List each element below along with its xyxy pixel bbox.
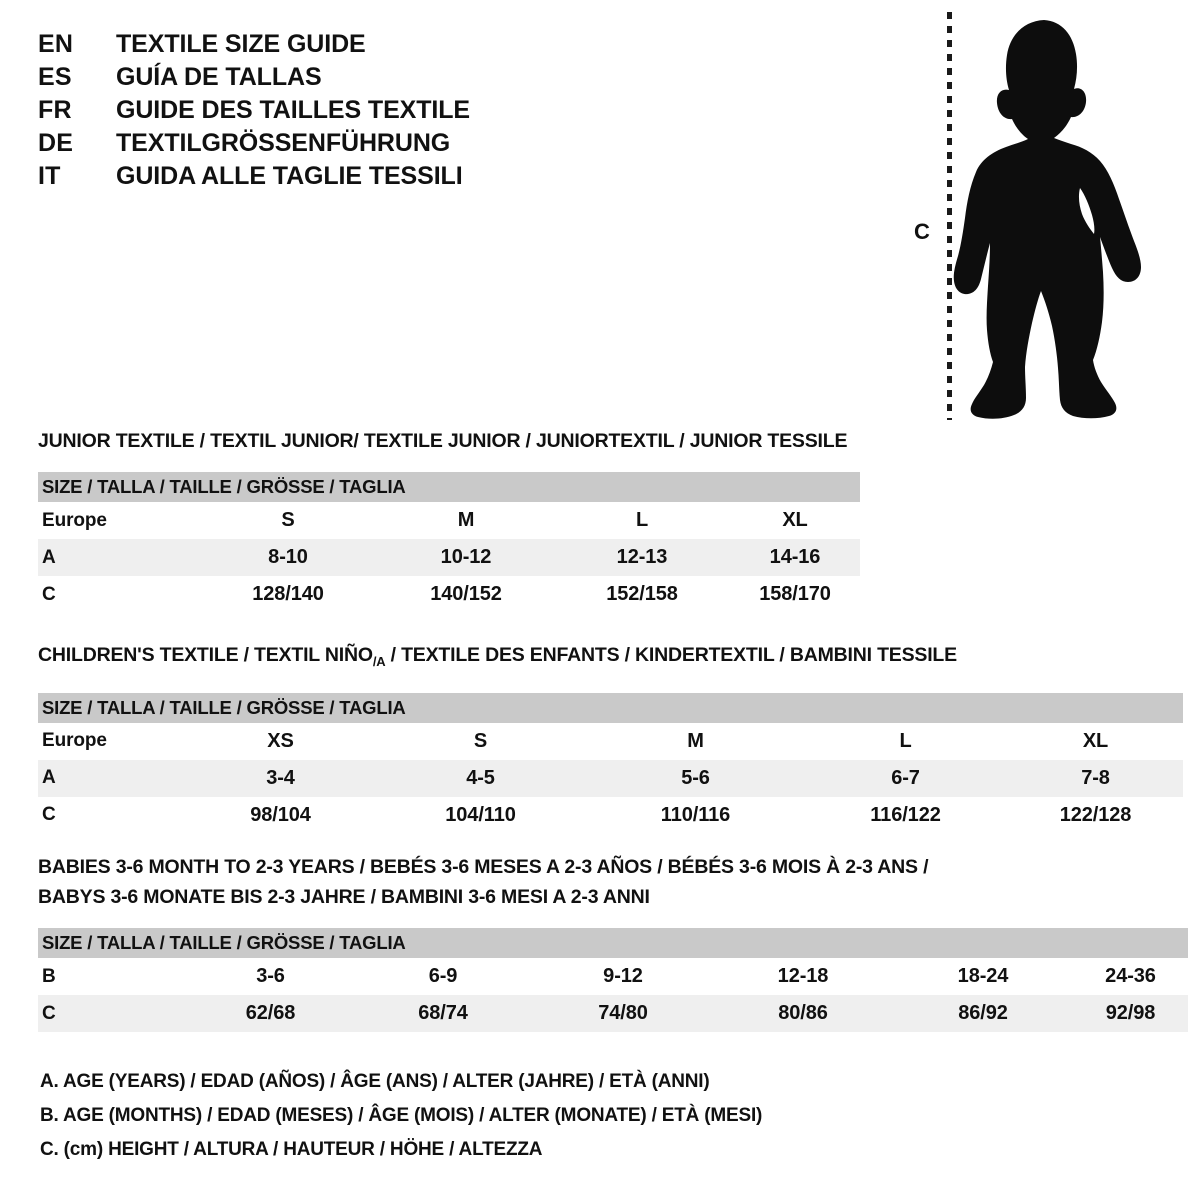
junior-europe-cell-1: M bbox=[378, 502, 554, 539]
children-europe-cell-3: L bbox=[803, 722, 1008, 760]
junior-c-cell-1: 140/152 bbox=[378, 576, 554, 613]
children-europe-cell-0: XS bbox=[188, 722, 373, 760]
children-size-bar-label: SIZE / TALLA / TAILLE / GRÖSSE / TAGLIA bbox=[38, 692, 1183, 723]
children-a-cell-2: 5-6 bbox=[588, 759, 803, 797]
children-section-title-pre: CHILDREN'S TEXTILE / TEXTIL NIÑO bbox=[38, 644, 373, 666]
junior-table-row-a: A 8-10 10-12 12-13 14-16 bbox=[38, 539, 860, 576]
children-europe-cell-2: M bbox=[588, 722, 803, 760]
babies-b-cell-3: 12-18 bbox=[713, 958, 893, 995]
children-table-row-a: A 3-4 4-5 5-6 6-7 7-8 bbox=[38, 759, 1183, 797]
language-code-es: ES bbox=[38, 63, 72, 91]
language-row-fr: FR GUIDE DES TAILLES TEXTILE bbox=[38, 96, 638, 129]
measurement-legend: A. AGE (YEARS) / EDAD (AÑOS) / ÂGE (ANS)… bbox=[40, 1065, 1040, 1167]
height-measurement-figure: C bbox=[900, 0, 1160, 430]
children-size-table: SIZE / TALLA / TAILLE / GRÖSSE / TAGLIA … bbox=[38, 692, 1183, 834]
babies-b-cell-2: 9-12 bbox=[533, 958, 713, 995]
babies-c-cell-4: 86/92 bbox=[893, 995, 1073, 1032]
junior-size-table: SIZE / TALLA / TAILLE / GRÖSSE / TAGLIA … bbox=[38, 472, 860, 613]
language-row-it: IT GUIDA ALLE TAGLIE TESSILI bbox=[38, 162, 638, 195]
children-row-label-c: C bbox=[38, 796, 188, 834]
junior-a-cell-1: 10-12 bbox=[378, 539, 554, 576]
language-title-es: GUÍA DE TALLAS bbox=[116, 63, 322, 91]
babies-table-bar-row: SIZE / TALLA / TAILLE / GRÖSSE / TAGLIA bbox=[38, 928, 1188, 958]
section-children-textile: CHILDREN'S TEXTILE / TEXTIL NIÑO/A / TEX… bbox=[38, 640, 1183, 834]
junior-a-cell-3: 14-16 bbox=[730, 539, 860, 576]
legend-line-a: A. AGE (YEARS) / EDAD (AÑOS) / ÂGE (ANS)… bbox=[40, 1071, 710, 1092]
children-table-bar-row: SIZE / TALLA / TAILLE / GRÖSSE / TAGLIA bbox=[38, 692, 1183, 723]
language-row-de: DE TEXTILGRÖSSENFÜHRUNG bbox=[38, 129, 638, 162]
babies-row-label-b: B bbox=[38, 958, 188, 995]
children-c-cell-4: 122/128 bbox=[1008, 796, 1183, 834]
height-marker-label: C bbox=[914, 219, 930, 244]
junior-row-label-c: C bbox=[38, 576, 198, 613]
children-c-cell-2: 110/116 bbox=[588, 796, 803, 834]
babies-section-title-line2: BABYS 3-6 MONATE BIS 2-3 JAHRE / BAMBINI… bbox=[38, 886, 650, 908]
junior-c-cell-3: 158/170 bbox=[730, 576, 860, 613]
language-title-block: EN TEXTILE SIZE GUIDE ES GUÍA DE TALLAS … bbox=[38, 30, 638, 195]
children-a-cell-0: 3-4 bbox=[188, 759, 373, 797]
children-europe-cell-4: XL bbox=[1008, 722, 1183, 760]
language-row-es: ES GUÍA DE TALLAS bbox=[38, 63, 638, 96]
babies-table-row-b: B 3-6 6-9 9-12 12-18 18-24 24-36 bbox=[38, 958, 1188, 995]
language-code-de: DE bbox=[38, 129, 74, 157]
junior-europe-cell-2: L bbox=[554, 502, 730, 539]
junior-a-cell-0: 8-10 bbox=[198, 539, 378, 576]
junior-europe-cell-3: XL bbox=[730, 502, 860, 539]
language-title-en: TEXTILE SIZE GUIDE bbox=[116, 30, 366, 58]
children-section-title-subscript: /A bbox=[372, 653, 386, 669]
babies-c-cell-2: 74/80 bbox=[533, 995, 713, 1032]
section-junior-textile: JUNIOR TEXTILE / TEXTIL JUNIOR/ TEXTILE … bbox=[38, 426, 860, 613]
child-silhouette-icon bbox=[953, 20, 1141, 419]
babies-b-cell-4: 18-24 bbox=[893, 958, 1073, 995]
junior-section-title: JUNIOR TEXTILE / TEXTIL JUNIOR/ TEXTILE … bbox=[38, 430, 848, 452]
junior-c-cell-0: 128/140 bbox=[198, 576, 378, 613]
junior-row-label-a: A bbox=[38, 539, 198, 576]
legend-line-b: B. AGE (MONTHS) / EDAD (MESES) / ÂGE (MO… bbox=[40, 1105, 763, 1126]
babies-c-cell-3: 80/86 bbox=[713, 995, 893, 1032]
babies-table-row-c: C 62/68 68/74 74/80 80/86 86/92 92/98 bbox=[38, 995, 1188, 1032]
babies-size-bar-label: SIZE / TALLA / TAILLE / GRÖSSE / TAGLIA bbox=[38, 928, 1188, 958]
junior-table-row-c: C 128/140 140/152 152/158 158/170 bbox=[38, 576, 860, 613]
children-row-label-europe: Europe bbox=[38, 722, 188, 760]
children-c-cell-0: 98/104 bbox=[188, 796, 373, 834]
babies-size-table: SIZE / TALLA / TAILLE / GRÖSSE / TAGLIA … bbox=[38, 928, 1188, 1032]
junior-europe-cell-0: S bbox=[198, 502, 378, 539]
language-code-it: IT bbox=[38, 162, 61, 190]
children-c-cell-3: 116/122 bbox=[803, 796, 1008, 834]
children-table-row-europe: Europe XS S M L XL bbox=[38, 722, 1183, 760]
language-code-en: EN bbox=[38, 30, 74, 58]
babies-row-label-c: C bbox=[38, 995, 188, 1032]
junior-table-row-europe: Europe S M L XL bbox=[38, 502, 860, 539]
babies-c-cell-0: 62/68 bbox=[188, 995, 353, 1032]
babies-b-cell-1: 6-9 bbox=[353, 958, 533, 995]
babies-b-cell-5: 24-36 bbox=[1073, 958, 1188, 995]
babies-b-cell-0: 3-6 bbox=[188, 958, 353, 995]
junior-c-cell-2: 152/158 bbox=[554, 576, 730, 613]
language-code-fr: FR bbox=[38, 96, 72, 124]
height-dotted-line bbox=[947, 12, 952, 420]
junior-table-bar-row: SIZE / TALLA / TAILLE / GRÖSSE / TAGLIA bbox=[38, 472, 860, 502]
babies-c-cell-1: 68/74 bbox=[353, 995, 533, 1032]
children-a-cell-1: 4-5 bbox=[373, 759, 588, 797]
junior-a-cell-2: 12-13 bbox=[554, 539, 730, 576]
language-title-fr: GUIDE DES TAILLES TEXTILE bbox=[116, 96, 471, 124]
children-row-label-a: A bbox=[38, 759, 188, 797]
babies-c-cell-5: 92/98 bbox=[1073, 995, 1188, 1032]
babies-section-title-line1: BABIES 3-6 MONTH TO 2-3 YEARS / BEBÉS 3-… bbox=[38, 856, 929, 878]
legend-line-c: C. (cm) HEIGHT / ALTURA / HAUTEUR / HÖHE… bbox=[40, 1139, 543, 1160]
children-europe-cell-1: S bbox=[373, 722, 588, 760]
children-a-cell-3: 6-7 bbox=[803, 759, 1008, 797]
junior-row-label-europe: Europe bbox=[38, 502, 198, 539]
children-section-title: CHILDREN'S TEXTILE / TEXTIL NIÑO/A / TEX… bbox=[38, 640, 1183, 677]
children-section-title-post: / TEXTILE DES ENFANTS / KINDERTEXTIL / B… bbox=[385, 644, 958, 666]
children-a-cell-4: 7-8 bbox=[1008, 759, 1183, 797]
section-babies-textile: BABIES 3-6 MONTH TO 2-3 YEARS / BEBÉS 3-… bbox=[38, 852, 1188, 1032]
language-row-en: EN TEXTILE SIZE GUIDE bbox=[38, 30, 638, 63]
children-table-row-c: C 98/104 104/110 110/116 116/122 122/128 bbox=[38, 796, 1183, 834]
language-title-de: TEXTILGRÖSSENFÜHRUNG bbox=[116, 129, 451, 157]
junior-size-bar-label: SIZE / TALLA / TAILLE / GRÖSSE / TAGLIA bbox=[38, 472, 860, 502]
language-title-it: GUIDA ALLE TAGLIE TESSILI bbox=[116, 162, 463, 190]
children-c-cell-1: 104/110 bbox=[373, 796, 588, 834]
